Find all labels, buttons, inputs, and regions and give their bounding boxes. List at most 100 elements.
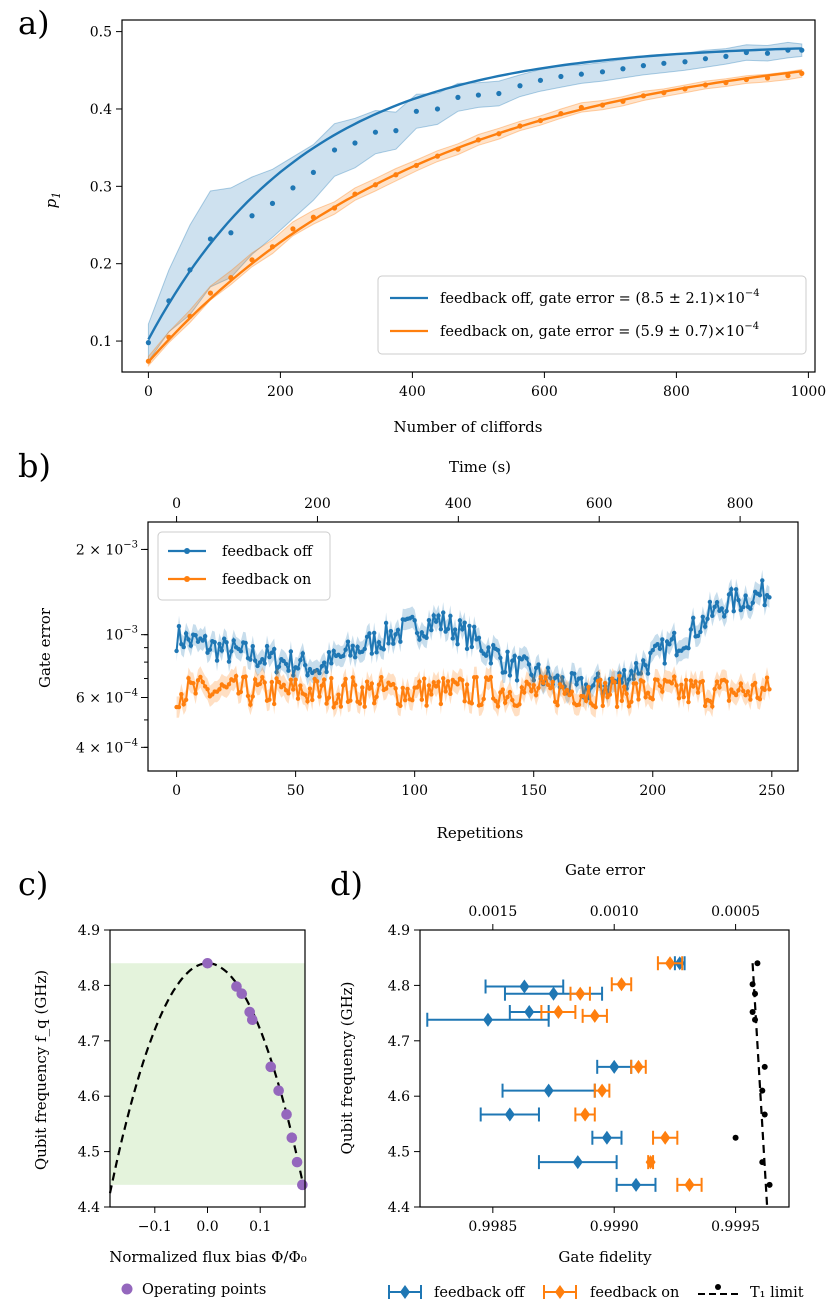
panel-a-point-0 xyxy=(269,200,276,206)
panel-b-ytick-exponent: −3 xyxy=(123,539,138,550)
panel-b-point-1 xyxy=(693,679,698,684)
panel-a: Number of cliffords p1 feedback off, gat… xyxy=(42,19,826,436)
panel-a-frame xyxy=(121,19,816,373)
panel-b-point-1 xyxy=(217,687,222,692)
panel-c-operating-band xyxy=(110,963,305,1185)
panel-b-point-1 xyxy=(479,702,484,708)
panel-b-point-0 xyxy=(631,676,636,682)
panel-d-t1-point xyxy=(766,1181,773,1188)
panel-b-point-1 xyxy=(510,697,515,703)
panel-c-operating-point xyxy=(273,1085,284,1096)
panel-b-point-1 xyxy=(541,680,546,686)
panel-a-ylabel-p: p xyxy=(42,198,60,208)
panel-d-t1-point xyxy=(761,1111,768,1118)
panel-b-point-0 xyxy=(226,659,232,664)
panel-a-legend-text-on: feedback on, gate error = (5.9 ± 0.7)×10… xyxy=(440,321,759,340)
panel-b-point-1 xyxy=(633,681,639,686)
panel-b-point-1 xyxy=(533,692,539,698)
panel-b-point-0 xyxy=(286,668,291,673)
panel-b-point-0 xyxy=(276,664,282,669)
panel-b-point-0 xyxy=(243,640,248,646)
bottom-legend: Operating points feedback off feedback o… xyxy=(121,1282,804,1301)
panel-a-point-1 xyxy=(723,80,729,86)
panel-b-point-0 xyxy=(729,587,734,592)
panel-d-diamond-1 xyxy=(575,986,586,1001)
panel-b-point-0 xyxy=(488,661,494,666)
panel-d-diamond-0 xyxy=(601,1130,612,1145)
panel-b-point-1 xyxy=(262,680,267,685)
panel-b-point-0 xyxy=(767,595,772,600)
panel-b-point-1 xyxy=(257,681,263,687)
panel-b-point-1 xyxy=(179,692,184,697)
panel-b-point-0 xyxy=(719,606,725,611)
panel-b-point-0 xyxy=(352,655,358,660)
panel-b-point-1 xyxy=(295,696,301,701)
panel-b-point-1 xyxy=(205,687,210,692)
panel-b-point-1 xyxy=(331,704,336,710)
panel-b-point-0 xyxy=(321,660,327,665)
panel-b-point-0 xyxy=(219,648,225,653)
panel-a-legend-exp-on: −4 xyxy=(744,321,759,332)
panel-b-point-0 xyxy=(371,630,377,636)
panel-d-diamond-1 xyxy=(665,956,676,971)
panel-a-point-1 xyxy=(455,146,461,152)
panel-b-point-0 xyxy=(645,671,651,676)
panel-b-point-1 xyxy=(369,681,375,686)
panel-b-point-0 xyxy=(486,645,491,650)
panel-b-point-1 xyxy=(507,689,513,695)
panel-b-point-1 xyxy=(419,697,425,702)
panel-b-point-1 xyxy=(714,679,720,684)
legend-feedback-off: feedback off xyxy=(434,1285,526,1301)
panel-b-point-0 xyxy=(491,643,496,648)
panel-b-point-1 xyxy=(607,692,613,697)
panel-d-diamond-1 xyxy=(633,1059,644,1074)
panel-b-point-0 xyxy=(526,662,532,667)
panel-b-point-1 xyxy=(562,691,567,696)
panel-b-point-0 xyxy=(288,649,294,654)
panel-a-ytick-label: 0.2 xyxy=(90,257,112,273)
panel-b-point-0 xyxy=(395,627,401,633)
panel-b-point-1 xyxy=(441,676,446,681)
panel-b-point-0 xyxy=(367,631,372,636)
panel-b-point-0 xyxy=(391,641,396,646)
panel-d-ylabel: Qubit frequency (GHz) xyxy=(338,982,356,1155)
panel-b-point-0 xyxy=(667,642,672,647)
panel-b-point-1 xyxy=(517,702,522,707)
panel-b-point-1 xyxy=(186,675,191,681)
panel-c-operating-point xyxy=(265,1061,277,1073)
panel-b-legend-marker-off xyxy=(184,548,190,554)
panel-b-point-0 xyxy=(512,653,517,659)
panel-b-point-1 xyxy=(481,696,486,702)
panel-d-t1-point xyxy=(759,1159,766,1166)
panel-b-point-0 xyxy=(302,662,308,668)
panel-b-point-0 xyxy=(748,606,753,611)
panel-b-point-0 xyxy=(460,627,465,632)
panel-b-point-1 xyxy=(357,701,363,706)
panel-b-point-0 xyxy=(252,658,258,663)
panel-d-diamond-1 xyxy=(589,1008,600,1023)
panel-b-point-1 xyxy=(321,677,327,682)
legend-feedback-on: feedback on xyxy=(590,1285,679,1301)
panel-b-xlabel: Repetitions xyxy=(437,824,524,842)
panel-a-point-0 xyxy=(558,73,564,80)
panel-b-point-0 xyxy=(438,626,444,632)
panel-b-point-1 xyxy=(410,698,415,703)
panel-b-point-0 xyxy=(707,599,713,605)
panel-b-point-0 xyxy=(441,610,446,615)
panel-a-point-1 xyxy=(517,123,523,129)
panel-b-point-1 xyxy=(500,687,505,692)
panel-b-point-0 xyxy=(221,636,227,641)
panel-b-point-1 xyxy=(333,700,339,706)
panel-b-point-0 xyxy=(267,654,272,660)
panel-b-point-1 xyxy=(371,700,377,706)
panel-c-operating-point xyxy=(297,1179,308,1191)
panel-b-point-0 xyxy=(291,673,296,678)
panel-d-diamond-0 xyxy=(519,979,530,994)
panel-a-point-1 xyxy=(599,102,606,108)
panel-c-plot-area xyxy=(108,957,308,1194)
panel-b-point-1 xyxy=(193,691,198,696)
panel-b-point-1 xyxy=(626,703,632,709)
panel-b-point-1 xyxy=(531,682,536,688)
panel-a-point-0 xyxy=(310,169,316,176)
panel-b-point-0 xyxy=(331,648,336,654)
